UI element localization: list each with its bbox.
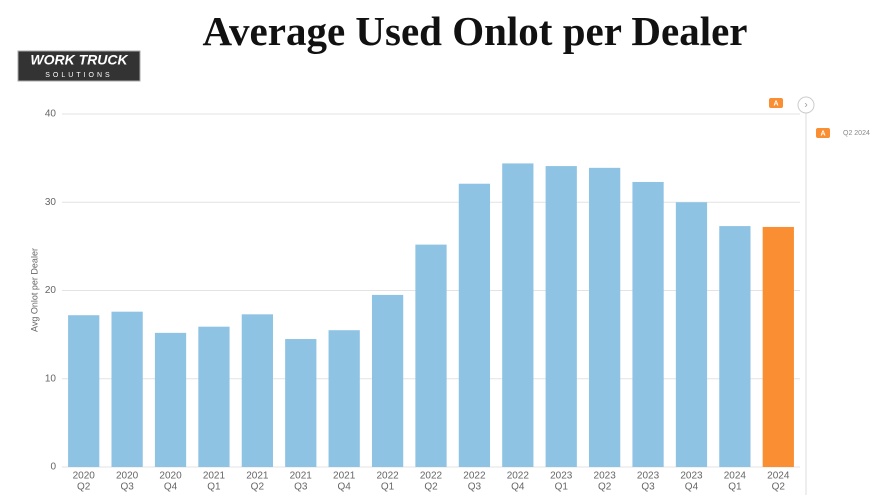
x-tick-label: 2021 xyxy=(246,471,269,482)
x-tick-label: 2021 xyxy=(290,471,313,482)
x-tick-label: 2021 xyxy=(203,471,226,482)
x-tick-label: Q4 xyxy=(685,482,699,493)
x-tick-label: 2022 xyxy=(507,471,530,482)
x-tick-label: 2022 xyxy=(420,471,443,482)
logo-text: WORK TRUCK xyxy=(30,52,128,68)
legend-label: Q2 2024 xyxy=(843,130,870,137)
bar xyxy=(719,226,751,467)
x-tick-label: 2024 xyxy=(724,471,747,482)
x-tick-label: 2023 xyxy=(680,471,703,482)
y-tick-label: 30 xyxy=(45,197,57,208)
x-tick-label: 2024 xyxy=(767,471,790,482)
x-tick-label: 2020 xyxy=(73,471,96,482)
logo-box xyxy=(17,50,141,82)
y-tick-label: 10 xyxy=(45,373,57,384)
x-tick-label: Q3 xyxy=(641,482,655,493)
bar xyxy=(415,244,447,467)
y-axis-label: Avg Onlot per Dealer xyxy=(29,248,39,332)
bar xyxy=(458,183,491,467)
x-tick-label: Q3 xyxy=(120,482,134,493)
x-tick-label: Q3 xyxy=(468,482,482,493)
x-tick-label: Q1 xyxy=(381,482,395,493)
x-tick-label: Q2 xyxy=(77,482,91,493)
bar xyxy=(111,311,143,467)
bar xyxy=(198,326,230,467)
bar xyxy=(762,226,794,467)
y-tick-label: 0 xyxy=(50,462,56,473)
chart-title: Average Used Onlot per Dealer xyxy=(202,8,748,54)
bar xyxy=(371,294,404,467)
bar xyxy=(241,314,273,467)
x-tick-label: Q2 xyxy=(772,482,786,493)
x-tick-label: Q2 xyxy=(598,482,612,493)
bar xyxy=(328,330,360,467)
x-tick-label: 2023 xyxy=(594,471,617,482)
bar xyxy=(68,315,100,467)
x-tick-label: Q4 xyxy=(338,482,352,493)
panel-toggle[interactable] xyxy=(797,96,815,114)
bar xyxy=(589,167,621,467)
bar xyxy=(675,202,708,467)
bar xyxy=(502,163,534,468)
legend-badge-text: A xyxy=(820,130,825,137)
x-tick-label: 2023 xyxy=(637,471,660,482)
y-tick-label: 20 xyxy=(45,285,57,296)
y-tick-label: 40 xyxy=(45,109,57,120)
x-tick-label: Q3 xyxy=(294,482,308,493)
x-tick-label: Q2 xyxy=(251,482,265,493)
x-tick-label: Q1 xyxy=(207,482,221,493)
x-tick-label: Q1 xyxy=(555,482,569,493)
badge-text: A xyxy=(773,100,778,107)
legend-badge xyxy=(816,128,830,138)
x-tick-label: 2022 xyxy=(376,471,399,482)
bar xyxy=(154,332,187,467)
bar xyxy=(285,339,317,467)
x-tick-label: 2020 xyxy=(159,471,182,482)
x-tick-label: 2022 xyxy=(463,471,486,482)
x-tick-label: Q2 xyxy=(424,482,438,493)
badge xyxy=(769,98,783,108)
x-tick-label: 2020 xyxy=(116,471,139,482)
x-tick-label: 2021 xyxy=(333,471,356,482)
x-tick-label: Q1 xyxy=(728,482,742,493)
bar xyxy=(545,166,577,467)
x-tick-label: 2023 xyxy=(550,471,573,482)
logo-subtext: SOLUTIONS xyxy=(45,72,112,79)
panel-toggle-icon: › xyxy=(804,100,807,111)
x-tick-label: Q4 xyxy=(164,482,178,493)
bar xyxy=(632,181,664,467)
x-tick-label: Q4 xyxy=(511,482,525,493)
